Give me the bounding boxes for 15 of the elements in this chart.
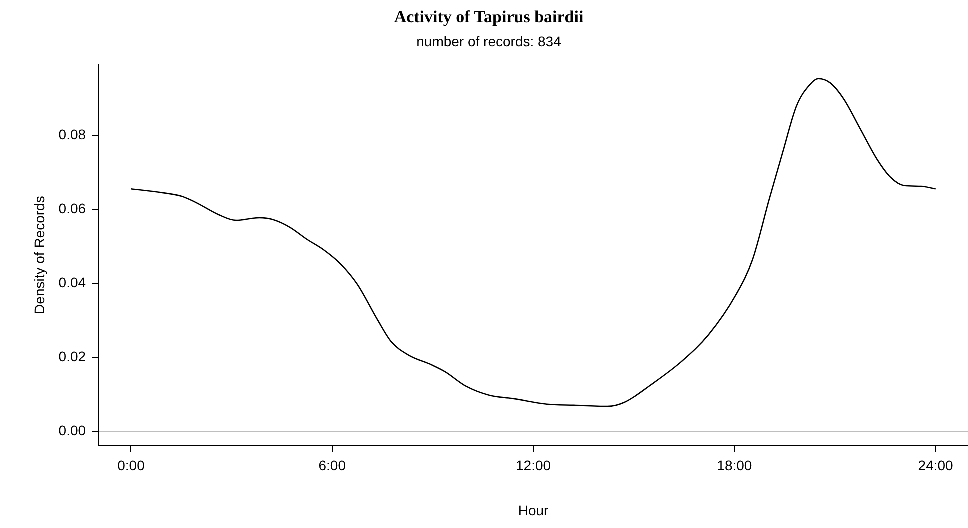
x-tick-label: 12:00 [516, 458, 552, 474]
chart-title: Activity of Tapirus bairdii [394, 8, 584, 27]
y-tick-label: 0.04 [58, 274, 86, 291]
x-tick-label: 0:00 [118, 458, 146, 474]
x-tick-label: 6:00 [318, 458, 346, 474]
x-tick-label: 24:00 [918, 458, 954, 474]
line-series [130, 78, 936, 408]
y-tick-label: 0.00 [58, 422, 86, 439]
y-tick-label: 0.02 [58, 348, 86, 365]
y-axis-title: Density of Records [31, 196, 48, 314]
x-axis-title: Hour [518, 502, 550, 518]
y-tick-label: 0.08 [58, 126, 86, 143]
y-tick-label: 0.06 [58, 200, 86, 217]
x-tick-label: 18:00 [717, 458, 752, 474]
chart-subtitle: number of records: 834 [416, 34, 562, 50]
